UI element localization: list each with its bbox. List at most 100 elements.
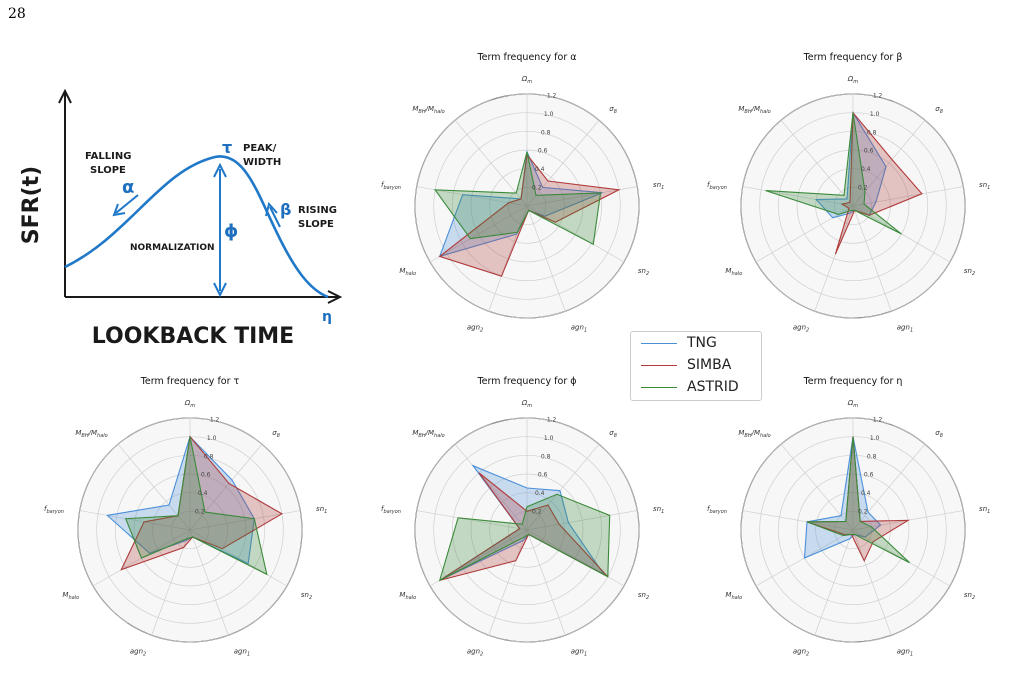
grid-spoke (488, 529, 528, 636)
radial-tick-label: 0.4 (535, 166, 545, 173)
axis-label: MBH/Mhalo (738, 429, 770, 439)
phi-symbol: ϕ (224, 221, 238, 242)
axis-label: Mhalo (725, 267, 742, 277)
axis-label: σ8 (609, 429, 617, 439)
chart-title: Term frequency for α (476, 52, 576, 63)
chart-title: Term frequency for τ (140, 376, 240, 387)
axis-label: sn2 (638, 267, 649, 277)
axis-label: fbaryon (707, 181, 727, 191)
axis-label: sn2 (964, 267, 975, 277)
grid-spoke (742, 510, 854, 531)
grid-spoke (526, 205, 566, 312)
axis-label: Mhalo (725, 591, 742, 601)
grid-spoke (189, 443, 263, 531)
legend-label-simba: SIMBA (687, 357, 732, 373)
grid-spoke (814, 529, 854, 636)
radial-tick-label: 0.4 (535, 490, 545, 497)
legend-item-tng: TNG (631, 334, 761, 354)
grid-spoke (852, 443, 926, 531)
alpha-symbol: α (122, 177, 134, 198)
radar-chart-beta: Term frequency for β 0.2 0.4 0.6 0.8 1.0 1.2 Ωm… (707, 52, 990, 333)
phi-arrow-top-icon (213, 162, 227, 178)
grid-spoke (852, 205, 892, 312)
grid-spoke (526, 529, 566, 636)
radial-tick-label: 0.2 (858, 509, 868, 516)
radial-tick-label: 0.8 (541, 453, 551, 460)
alpha-arrow (115, 194, 139, 214)
axis-label: fbaryon (44, 505, 64, 515)
radial-tick-label: 0.6 (538, 148, 548, 155)
sketch-x-arrow-icon (327, 290, 343, 304)
sfr-curve (64, 155, 329, 299)
legend-item-simba: SIMBA (631, 356, 761, 376)
grid-spoke (454, 119, 528, 207)
radial-tick-label: 1.0 (544, 435, 554, 442)
radial-tick-label: 0.6 (864, 148, 874, 155)
axis-label: sn1 (316, 505, 327, 515)
series-astrid-area (124, 436, 268, 576)
radial-tick-label: 0.2 (532, 185, 542, 192)
peak-width-label-1: PEAK/ (243, 143, 277, 154)
grid-spoke (79, 510, 191, 531)
radar-chart-tau: Term frequency for τ 0.2 0.4 0.6 0.8 1.0 1.2 Ωm… (44, 376, 327, 657)
series-astrid-area (765, 112, 902, 235)
grid-spoke (852, 529, 892, 636)
sketch-y-label: SFR(t) (19, 166, 44, 244)
page-number: 28 (8, 6, 26, 22)
radial-tick-label: 1.0 (207, 435, 217, 442)
grid-spoke (852, 186, 964, 207)
axis-label: sn2 (638, 591, 649, 601)
axis-label: agn1 (897, 647, 913, 657)
legend-swatch-astrid (641, 387, 677, 388)
axis-label: agn2 (467, 323, 483, 333)
radial-tick-label: 1.2 (547, 416, 557, 423)
grid-spoke (742, 186, 854, 207)
sketch-y-arrow-icon (58, 88, 72, 104)
axis-label: Mhalo (399, 591, 416, 601)
series-astrid-area (806, 436, 910, 564)
grid-spoke (189, 529, 288, 587)
rising-slope-label-2: SLOPE (298, 219, 334, 230)
grid-spoke (189, 529, 229, 636)
axis-label: fbaryon (381, 505, 401, 515)
radial-tick-label: 0.6 (201, 472, 211, 479)
axis-label: agn1 (897, 323, 913, 333)
axis-label: agn1 (571, 323, 587, 333)
radial-tick-label: 1.2 (210, 416, 220, 423)
axis-label: Ωm (521, 399, 532, 409)
axis-label: agn1 (571, 647, 587, 657)
radial-tick-label: 0.8 (204, 453, 214, 460)
radial-tick-label: 1.0 (870, 111, 880, 118)
axis-label: σ8 (272, 429, 280, 439)
legend-label-tng: TNG (687, 335, 717, 351)
axis-label: agn2 (130, 647, 146, 657)
eta-symbol: η (322, 309, 332, 325)
radial-tick-label: 0.8 (541, 129, 551, 136)
normalization-label: NORMALIZATION (130, 243, 215, 253)
legend-label-astrid: ASTRID (687, 379, 739, 395)
series-simba-area (120, 435, 283, 571)
radial-tick-label: 0.8 (867, 453, 877, 460)
legend-swatch-simba (641, 365, 677, 366)
grid-spoke (416, 510, 528, 531)
falling-slope-label-2: SLOPE (90, 165, 126, 176)
radar-chart-eta: Term frequency for η 0.2 0.4 0.6 0.8 1.0 1.2 Ωm… (707, 376, 990, 657)
beta-arrow-icon (265, 201, 278, 217)
series-simba-area (834, 111, 923, 255)
radial-tick-label: 0.4 (198, 490, 208, 497)
axis-label: Mhalo (62, 591, 79, 601)
radar-chart-phi: Term frequency for ϕ 0.2 0.4 0.6 0.8 1.0 1.2 Ωm… (381, 376, 664, 657)
sketch-x-label: LOOKBACK TIME (92, 324, 294, 349)
chart-title: Term frequency for ϕ (476, 376, 576, 387)
falling-slope-label-1: FALLING (85, 151, 131, 162)
axis-label: sn1 (979, 505, 990, 515)
legend: TNG SIMBA ASTRID (630, 331, 762, 401)
radial-tick-label: 1.2 (873, 92, 883, 99)
phi-arrow-bottom-icon (213, 282, 227, 298)
grid-spoke (429, 205, 528, 263)
alpha-arrow-icon (112, 203, 126, 217)
axis-label: agn2 (467, 647, 483, 657)
axis-label: Mhalo (399, 267, 416, 277)
axis-label: MBH/Mhalo (738, 105, 770, 115)
axis-label: Ωm (184, 399, 195, 409)
